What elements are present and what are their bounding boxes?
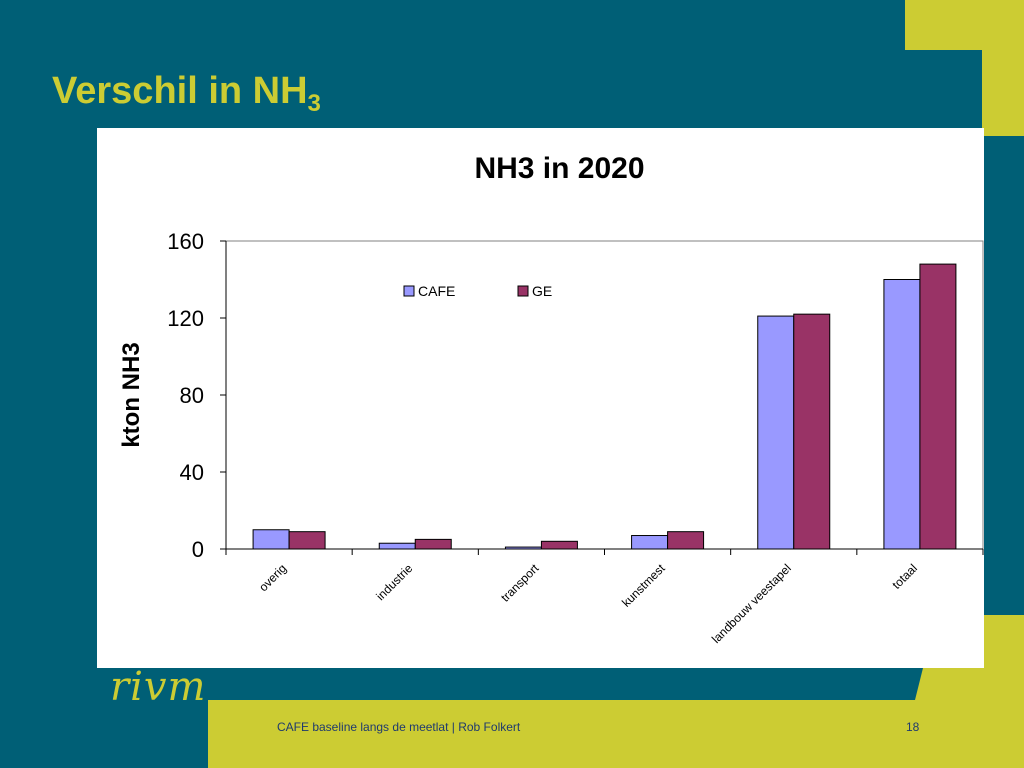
bar-ge-overig bbox=[288, 531, 326, 550]
bar-cafe-overig bbox=[252, 529, 290, 550]
x-tick-label: kunstmest bbox=[619, 561, 668, 610]
footer-band bbox=[208, 700, 1024, 768]
y-tick-label: 0 bbox=[192, 537, 204, 562]
footer-text: CAFE baseline langs de meetlat | Rob Fol… bbox=[277, 720, 521, 734]
x-tick-label: transport bbox=[498, 561, 542, 605]
chart-panel: NH3 in 2020 kton NH3 0 40 80 120 160 overig indu… bbox=[97, 128, 984, 668]
chart-title: NH3 in 2020 bbox=[474, 152, 644, 185]
bar-cafe-transport bbox=[504, 546, 542, 550]
bar-ge-totaal bbox=[919, 263, 957, 550]
y-axis-label: kton NH3 bbox=[118, 342, 145, 447]
bar-ge-kunstmest bbox=[667, 531, 705, 550]
bar-cafe-kunstmest bbox=[631, 535, 669, 550]
bar-cafe-industrie bbox=[378, 542, 416, 550]
slide-title-subscript: 3 bbox=[307, 90, 321, 117]
y-tick-label: 80 bbox=[180, 383, 204, 408]
bar-ge-landbouw-veestapel bbox=[793, 313, 831, 550]
slide-title: Verschil in NH3 bbox=[52, 70, 321, 118]
bar-cafe-totaal bbox=[883, 279, 921, 550]
footer-band-slant bbox=[915, 668, 1024, 700]
x-tick-label: industrie bbox=[373, 561, 415, 603]
accent-block-top bbox=[905, 0, 1024, 50]
y-tick-label: 160 bbox=[167, 229, 204, 254]
bar-cafe-landbouw-veestapel bbox=[757, 315, 795, 550]
page-number: 18 bbox=[906, 720, 920, 734]
accent-block-right bbox=[982, 50, 1024, 136]
legend-label-ge: GE bbox=[532, 283, 552, 299]
y-tick-label: 120 bbox=[167, 306, 204, 331]
chart-svg: NH3 in 2020 kton NH3 0 40 80 120 160 overig indu… bbox=[118, 152, 984, 646]
bar-ge-transport bbox=[540, 540, 578, 550]
legend-label-cafe: CAFE bbox=[418, 283, 455, 299]
bar-ge-industrie bbox=[414, 538, 452, 550]
x-tick-label: overig bbox=[256, 561, 289, 594]
legend-swatch-cafe bbox=[403, 285, 415, 297]
x-tick-label: landbouw veestapel bbox=[709, 561, 794, 646]
plot-area bbox=[225, 240, 984, 550]
legend-swatch-ge bbox=[517, 285, 529, 297]
rivm-logo: rivm bbox=[110, 664, 207, 710]
y-tick-label: 40 bbox=[180, 460, 204, 485]
slide-title-main: Verschil in NH bbox=[52, 70, 308, 112]
x-tick-label: totaal bbox=[889, 561, 920, 592]
